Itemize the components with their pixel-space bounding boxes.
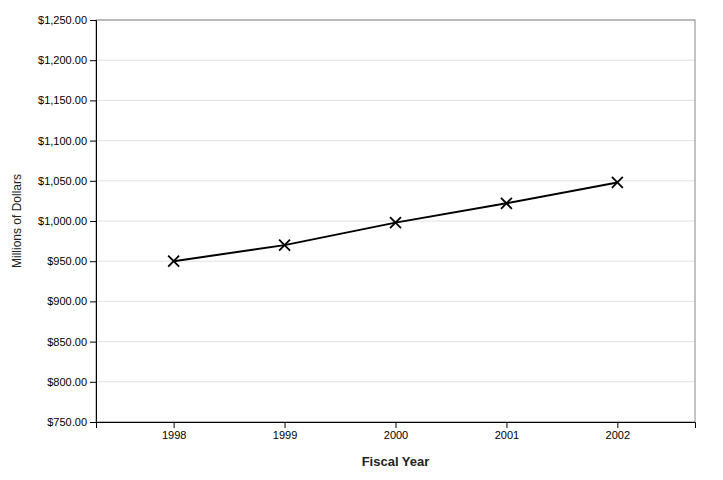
line bbox=[174, 182, 618, 261]
y-tick-mark bbox=[90, 221, 96, 222]
x-axis-title: Fiscal Year bbox=[362, 454, 430, 469]
x-tick-mark bbox=[285, 422, 286, 428]
marker bbox=[279, 240, 290, 251]
series bbox=[168, 177, 623, 267]
x-tick: 2000 bbox=[384, 422, 408, 441]
y-tick-label: $750.00 bbox=[47, 416, 87, 428]
y-axis-line bbox=[90, 21, 97, 423]
marker bbox=[612, 177, 623, 188]
y-tick: $1,100.00 bbox=[38, 135, 96, 147]
x-tick: 1999 bbox=[273, 422, 297, 441]
y-tick: $1,200.00 bbox=[38, 54, 96, 66]
y-tick-mark bbox=[90, 261, 96, 262]
grid-line bbox=[96, 140, 695, 141]
x-tick: 2001 bbox=[495, 422, 519, 441]
y-axis-title: Millions of Dollars bbox=[10, 174, 24, 268]
y-tick-mark bbox=[90, 342, 96, 343]
grid bbox=[96, 20, 695, 422]
x-tick-mark bbox=[506, 422, 507, 428]
x-tick-label: 2002 bbox=[606, 429, 630, 441]
y-tick: $1,050.00 bbox=[38, 175, 96, 187]
y-tick-label: $1,050.00 bbox=[38, 175, 87, 187]
y-tick-label: $1,100.00 bbox=[38, 135, 87, 147]
grid-line bbox=[96, 100, 695, 101]
x-tick-mark bbox=[396, 422, 397, 428]
y-tick: $800.00 bbox=[47, 376, 96, 388]
y-tick-mark bbox=[90, 301, 96, 302]
y-tick-mark bbox=[90, 100, 96, 101]
chart: 1998 1999 2000 2001 2002 $750.00 $800.00 $850.0… bbox=[0, 0, 723, 480]
y-tick-mark bbox=[90, 422, 96, 423]
grid-line bbox=[96, 261, 695, 262]
y-tick: $1,000.00 bbox=[38, 215, 96, 227]
x-tick-mark bbox=[174, 422, 175, 428]
y-tick-mark bbox=[90, 20, 96, 21]
y-tick-label: $850.00 bbox=[47, 336, 87, 348]
x-axis-line bbox=[97, 423, 696, 429]
y-tick-mark bbox=[90, 181, 96, 182]
grid-line bbox=[96, 301, 695, 302]
y-tick: $1,150.00 bbox=[38, 94, 96, 106]
x-tick-label: 1999 bbox=[273, 429, 297, 441]
marker bbox=[168, 256, 179, 267]
y-tick-label: $1,250.00 bbox=[38, 14, 87, 26]
x-tick-mark bbox=[617, 422, 618, 428]
x-tick: 2002 bbox=[606, 422, 630, 441]
x-tick: 1998 bbox=[162, 422, 186, 441]
y-tick: $1,250.00 bbox=[38, 14, 96, 26]
y-tick-label: $1,200.00 bbox=[38, 54, 87, 66]
y-tick: $950.00 bbox=[47, 255, 96, 267]
plot-frame bbox=[96, 20, 695, 422]
grid-line bbox=[96, 60, 695, 61]
marker bbox=[501, 198, 512, 209]
y-tick: $900.00 bbox=[47, 295, 96, 307]
y-tick: $850.00 bbox=[47, 336, 96, 348]
y-tick-label: $800.00 bbox=[47, 376, 87, 388]
y-tick-label: $1,000.00 bbox=[38, 215, 87, 227]
grid-line bbox=[96, 341, 695, 342]
y-axis: $750.00 $800.00 $850.00 $900.00 $950.00 $1,00… bbox=[38, 14, 96, 428]
y-tick-mark bbox=[90, 141, 96, 142]
y-tick-label: $1,150.00 bbox=[38, 94, 87, 106]
x-tick-label: 2001 bbox=[495, 429, 519, 441]
x-tick-label: 2000 bbox=[384, 429, 408, 441]
y-tick: $750.00 bbox=[47, 416, 96, 428]
x-axis: 1998 1999 2000 2001 2002 bbox=[97, 422, 696, 441]
grid-line bbox=[96, 180, 695, 181]
marker bbox=[390, 217, 401, 228]
y-tick-label: $900.00 bbox=[47, 295, 87, 307]
x-tick-label: 1998 bbox=[162, 429, 186, 441]
y-tick-mark bbox=[90, 60, 96, 61]
plot: 1998 1999 2000 2001 2002 $750.00 $800.00 $850.0… bbox=[38, 14, 695, 441]
y-tick-mark bbox=[90, 382, 96, 383]
grid-line bbox=[96, 381, 695, 382]
y-tick-label: $950.00 bbox=[47, 255, 87, 267]
